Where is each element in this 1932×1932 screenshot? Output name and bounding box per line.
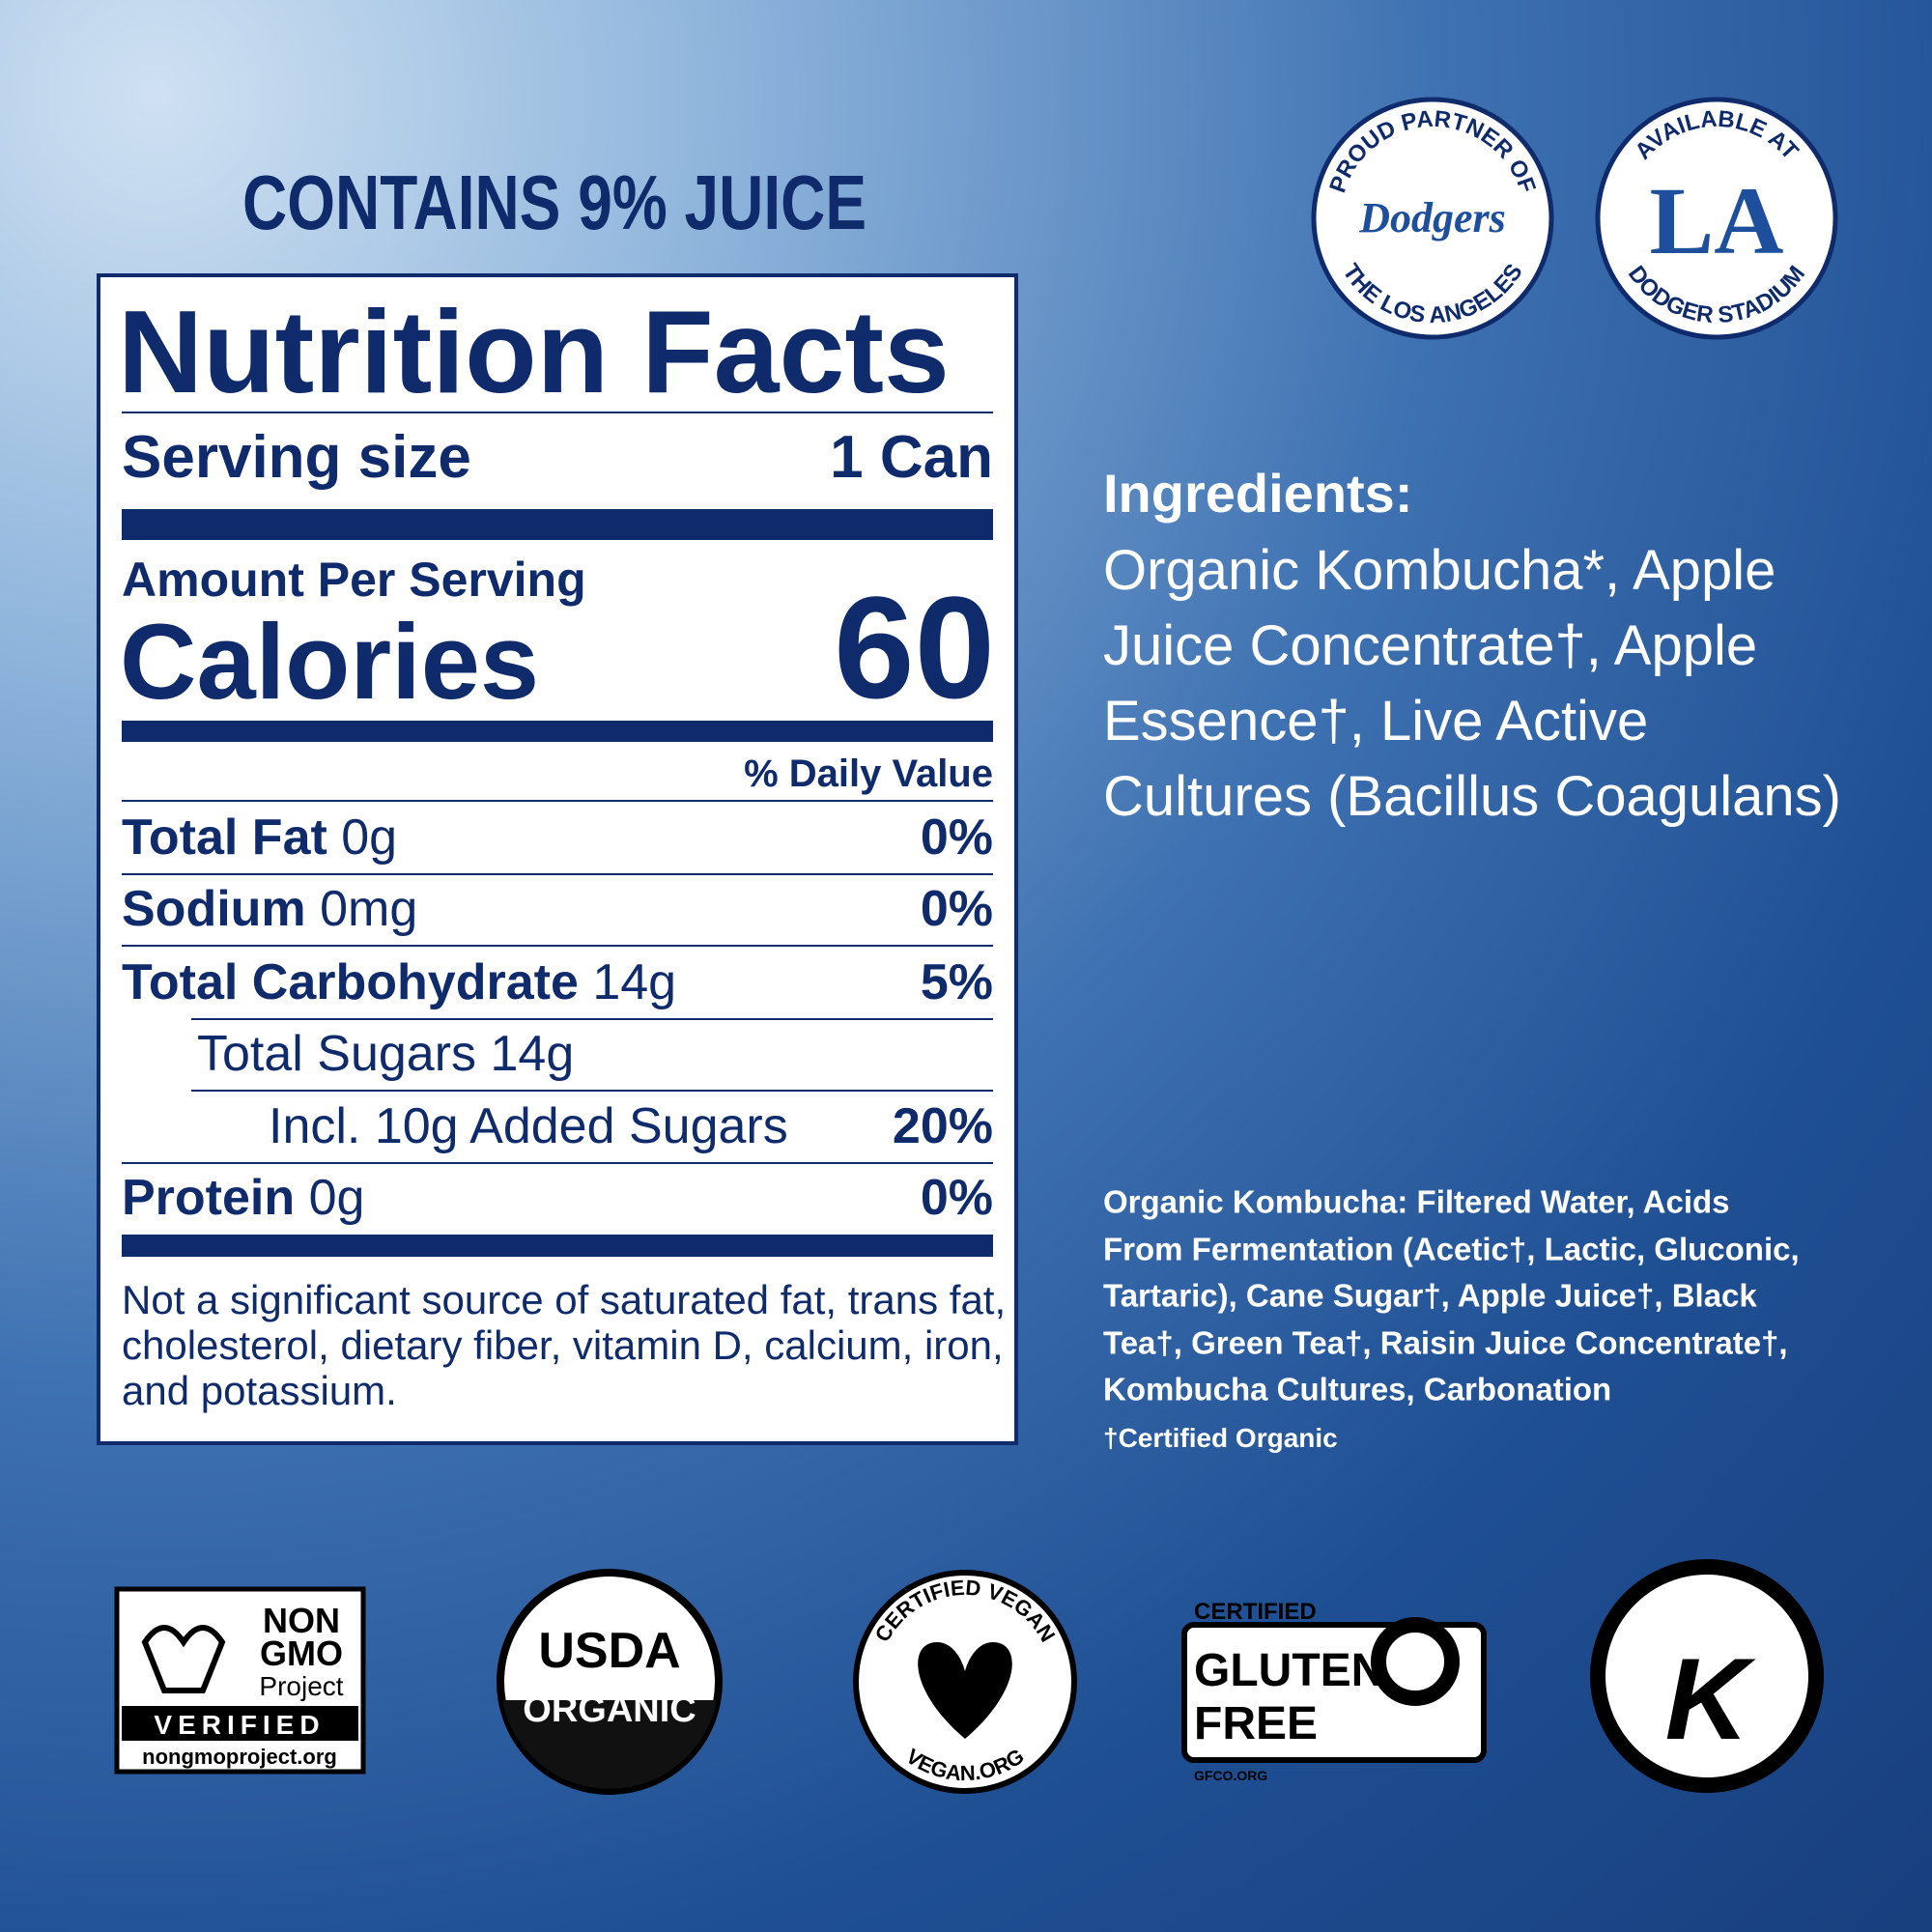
- badge-logo: K: [1665, 1634, 1756, 1764]
- nutrient-amount: 0g: [341, 810, 398, 866]
- kombucha-line: From Fermentation (Acetic†, Lactic, Gluc…: [1103, 1231, 1800, 1266]
- thick-rule: [122, 721, 993, 742]
- thick-rule: [122, 509, 993, 540]
- footnote: Not a significant source of saturated fa…: [122, 1277, 1007, 1322]
- dodgers-badge: PROUD PARTNER OF THE LOS ANGELES Dodgers: [1311, 97, 1554, 340]
- nutrient-row: Sodium 0mg: [122, 884, 417, 934]
- footnote: and potassium.: [122, 1368, 397, 1413]
- nutrient-name: Protein: [122, 1170, 296, 1226]
- nutrient-row: Total Sugars 14g: [197, 1029, 574, 1079]
- badge-text: CERTIFIED: [1194, 1599, 1317, 1625]
- gluten-badge: CERTIFIED GLUTEN FREE GFCO.ORG: [1181, 1599, 1487, 1783]
- ingredient-line: Juice Concentrate†, Apple: [1103, 614, 1758, 677]
- badge-text: ORGANIC: [523, 1690, 696, 1730]
- vegan-badge: CERTIFIED VEGAN VEGAN.ORG: [853, 1570, 1077, 1794]
- nutrient-amount: 0mg: [320, 881, 418, 937]
- ingredient-line: Cultures (Bacillus Coagulans): [1103, 765, 1841, 828]
- badge-text: Project: [259, 1671, 343, 1701]
- kosher-badge: K: [1590, 1559, 1824, 1793]
- serving-value: 1 Can: [830, 424, 993, 491]
- calories-value: 60: [834, 566, 995, 728]
- nutrient-name: Total Carbohydrate: [122, 954, 579, 1010]
- nutrient-name: Sodium: [122, 881, 306, 937]
- dv-header: % Daily Value: [744, 753, 993, 795]
- rule: [122, 873, 993, 875]
- nutrient-row: Total Carbohydrate 14g: [122, 957, 676, 1008]
- ingredients-title: Ingredients:: [1103, 463, 1413, 524]
- rule: [122, 412, 993, 413]
- juice-label: CONTAINS 9% JUICE: [242, 159, 867, 245]
- kombucha-line: Tartaric), Cane Sugar†, Apple Juice†, Bl…: [1103, 1277, 1757, 1314]
- rule: [122, 945, 993, 947]
- ingredient-line: Essence†, Live Active: [1103, 690, 1649, 753]
- badge-logo: Dodgers: [1358, 194, 1506, 242]
- daily-value: 5%: [920, 954, 993, 1010]
- badge-text: GMO: [260, 1634, 343, 1673]
- stadium-badge: AVAILABLE AT DODGER STADIUM LA: [1595, 97, 1838, 340]
- amount-per-serving: Amount Per Serving: [122, 553, 586, 607]
- certified-note: †Certified Organic: [1103, 1423, 1338, 1453]
- nutrient-name: Total Fat: [122, 810, 327, 866]
- badge-text: VERIFIED: [154, 1710, 325, 1740]
- badge-text: GFCO.ORG: [1194, 1768, 1267, 1783]
- thick-rule: [122, 1235, 993, 1257]
- nutrient-row: Protein 0g: [122, 1173, 364, 1223]
- rule: [122, 1162, 993, 1164]
- rule: [191, 1018, 993, 1020]
- rule: [122, 800, 993, 802]
- nutrition-title: Nutrition Facts: [118, 286, 950, 417]
- nutrient-row: Total Fat 0g: [122, 812, 397, 863]
- nutrient-amount: 14g: [592, 954, 677, 1010]
- badge-text: nongmoproject.org: [142, 1745, 337, 1769]
- daily-value: 0%: [920, 810, 993, 866]
- kombucha-line: Kombucha Cultures, Carbonation: [1103, 1371, 1612, 1407]
- rule: [191, 1090, 993, 1092]
- ingredient-line: Organic Kombucha*, Apple: [1103, 539, 1776, 602]
- badge-text: GLUTEN: [1194, 1645, 1384, 1696]
- badge-text: FREE: [1194, 1698, 1318, 1749]
- nutrient-amount: Incl. 10g Added Sugars: [269, 1098, 788, 1154]
- badge-text: NON: [263, 1601, 340, 1640]
- kombucha-line: Organic Kombucha: Filtered Water, Acids: [1103, 1183, 1730, 1220]
- nutrient-amount: 0g: [308, 1170, 365, 1226]
- badge-text: USDA: [538, 1623, 680, 1679]
- usda-badge: USDA ORGANIC: [497, 1569, 723, 1795]
- nutrient-amount: Total Sugars 14g: [197, 1026, 575, 1082]
- kombucha-line: Tea†, Green Tea†, Raisin Juice Concentra…: [1103, 1324, 1788, 1360]
- badge-logo: LA: [1650, 167, 1784, 274]
- nutrient-row: Incl. 10g Added Sugars: [269, 1101, 788, 1151]
- nongmo-badge: NON GMO Project VERIFIED nongmoproject.o…: [114, 1586, 366, 1775]
- footnote: cholesterol, dietary fiber, vitamin D, c…: [122, 1322, 1004, 1368]
- calories-label: Calories: [120, 603, 540, 722]
- serving-label: Serving size: [122, 424, 471, 491]
- daily-value: 20%: [892, 1098, 993, 1154]
- daily-value: 0%: [920, 1170, 993, 1226]
- daily-value: 0%: [920, 881, 993, 937]
